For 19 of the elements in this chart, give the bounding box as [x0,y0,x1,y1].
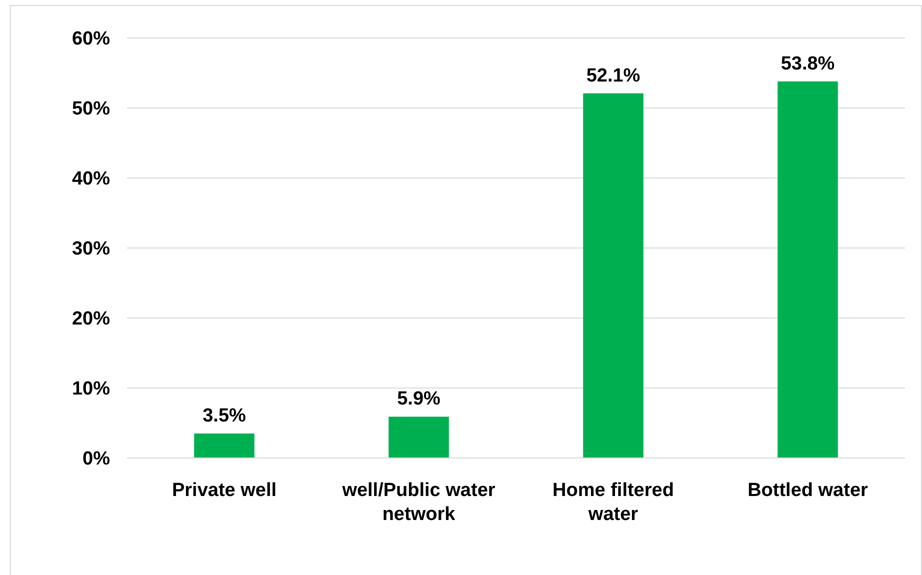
y-tick-label: 50% [72,98,110,120]
data-label: 5.9% [397,388,441,410]
bar [778,81,838,458]
y-tick-label: 0% [82,448,110,470]
bar [583,93,644,458]
bar [194,434,254,458]
data-label: 52.1% [586,65,640,86]
y-tick-label: 20% [72,308,110,330]
x-tick-label: Private well [172,480,277,501]
data-label: 53.8% [780,53,835,74]
y-tick-label: 10% [72,378,110,400]
x-tick-label: well/Public water network [341,480,496,525]
bar [388,416,449,458]
x-tick-label: Home filtered water [552,480,674,525]
x-tick-label: Bottled water [748,480,869,501]
y-tick-label: 60% [72,28,110,50]
y-tick-label: 30% [72,238,110,260]
data-label: 3.5% [202,406,246,426]
y-tick-label: 40% [72,168,110,190]
